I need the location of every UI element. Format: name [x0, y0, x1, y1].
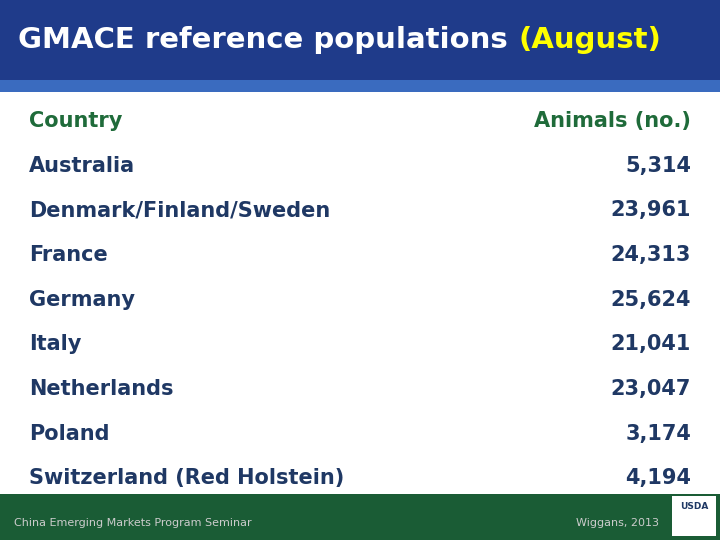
Text: Australia: Australia [29, 156, 135, 176]
Text: 23,047: 23,047 [611, 379, 691, 399]
Text: USDA: USDA [680, 502, 708, 511]
Text: Switzerland (Red Holstein): Switzerland (Red Holstein) [29, 469, 344, 489]
Text: (August): (August) [518, 26, 661, 54]
Text: 4,194: 4,194 [625, 469, 691, 489]
Text: 5,314: 5,314 [625, 156, 691, 176]
Text: Denmark/Finland/Sweden: Denmark/Finland/Sweden [29, 200, 330, 220]
Text: Wiggans, 2013: Wiggans, 2013 [576, 517, 659, 528]
Text: 23,961: 23,961 [611, 200, 691, 220]
Text: Italy: Italy [29, 334, 81, 354]
Text: Country: Country [29, 111, 122, 131]
Text: France: France [29, 245, 107, 265]
Text: Germany: Germany [29, 289, 135, 309]
Text: 24,313: 24,313 [611, 245, 691, 265]
Text: Animals (no.): Animals (no.) [534, 111, 691, 131]
Text: 21,041: 21,041 [611, 334, 691, 354]
Text: GMACE reference populations: GMACE reference populations [18, 26, 518, 54]
Text: 3,174: 3,174 [626, 424, 691, 444]
Text: 25,624: 25,624 [611, 289, 691, 309]
Text: Netherlands: Netherlands [29, 379, 174, 399]
Text: Poland: Poland [29, 424, 109, 444]
Text: China Emerging Markets Program Seminar: China Emerging Markets Program Seminar [14, 517, 252, 528]
